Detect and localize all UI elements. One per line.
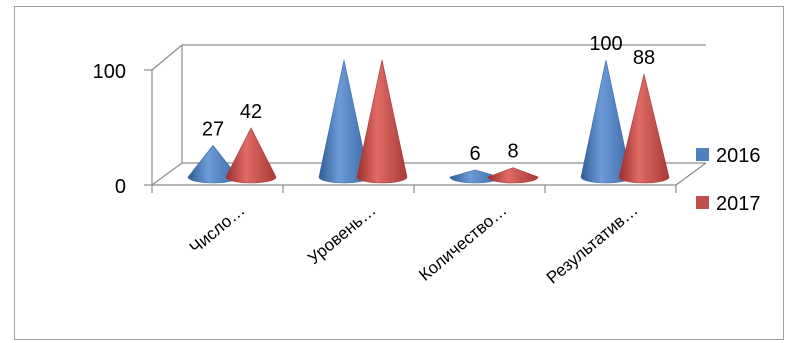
data-label-2017-0: 42	[240, 101, 262, 123]
data-label-2016-0: 27	[202, 118, 224, 140]
category-label-group: Число… Уровень… Количество… Результатив…	[186, 201, 642, 288]
floor-right-edge	[675, 162, 707, 186]
data-label-2016-3: 100	[589, 33, 622, 55]
category-label-1: Уровень…	[304, 201, 379, 269]
cone-2017-1	[356, 59, 408, 184]
cone-2017-0	[225, 127, 277, 184]
legend-swatch-2017	[696, 196, 709, 209]
legend-label-2016: 2016	[716, 145, 761, 167]
category-label-0: Число…	[186, 201, 249, 258]
cone-2017-3	[618, 73, 670, 184]
category-label-2: Количество…	[415, 201, 510, 285]
top-depth-edge	[151, 44, 183, 71]
bottom-depth-edge	[151, 162, 183, 186]
cone-2017-2	[487, 167, 539, 184]
data-label-2017-3: 88	[633, 47, 655, 69]
data-label-2016-2: 6	[469, 143, 480, 165]
category-label-3: Результатив…	[543, 201, 642, 288]
data-label-group: 27 42 6 8 100 88	[202, 33, 655, 165]
axis-ticks	[144, 69, 677, 193]
data-label-2017-2: 8	[507, 141, 518, 163]
y-tick-label-100: 100	[93, 61, 126, 83]
legend: 2016 2017	[696, 145, 761, 215]
legend-swatch-2016	[696, 148, 709, 161]
cone-series-group	[187, 59, 670, 184]
y-tick-label-0: 0	[115, 176, 126, 198]
legend-label-2017: 2017	[716, 193, 761, 215]
